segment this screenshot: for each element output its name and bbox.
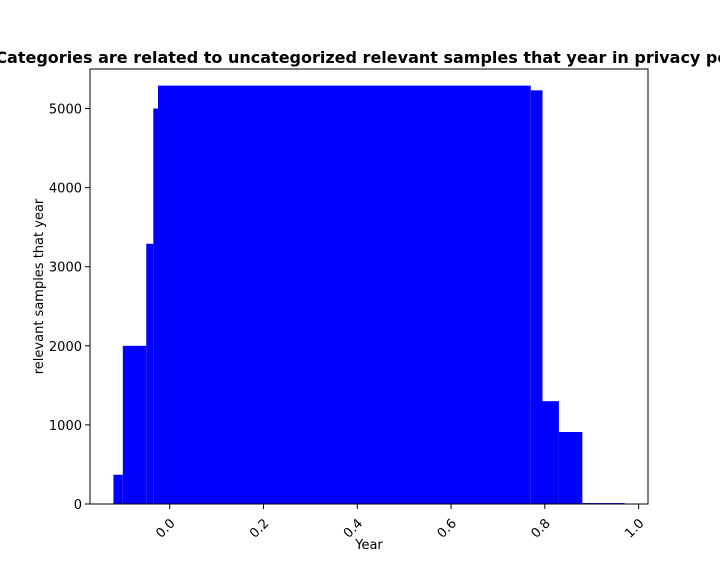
y-tick-label-1: 1000 xyxy=(49,419,82,434)
y-tick-label-4: 4000 xyxy=(49,182,82,197)
y-tick-label-5: 5000 xyxy=(49,103,82,118)
bar-2 xyxy=(146,243,154,505)
y-tick-label-0: 0 xyxy=(74,498,82,513)
y-tick-label-2: 2000 xyxy=(49,340,82,355)
x-tick-label-1: 0.2 xyxy=(247,516,272,541)
plot-area-frame xyxy=(89,68,649,505)
bar-3 xyxy=(153,108,158,504)
bar-1 xyxy=(122,345,147,504)
bar-6 xyxy=(542,401,559,504)
x-axis-label: Year xyxy=(354,538,383,553)
bars-group xyxy=(113,85,625,505)
y-axis-label: relevant samples that year xyxy=(32,198,47,374)
y-axis-ticks: 0 1000 2000 3000 4000 5000 xyxy=(49,103,90,513)
x-tick-label-0: 0.0 xyxy=(153,516,178,541)
x-tick-label-4: 0.8 xyxy=(528,516,553,541)
y-tick-label-3: 3000 xyxy=(49,261,82,276)
x-tick-label-5: 1.0 xyxy=(622,516,647,541)
bar-0 xyxy=(113,474,123,504)
x-axis-ticks: 0.0 0.2 0.4 0.6 0.8 1.0 xyxy=(153,504,647,541)
bar-4 xyxy=(157,85,531,504)
x-tick-label-3: 0.6 xyxy=(435,516,460,541)
chart-title: Categories are related to uncategorized … xyxy=(0,48,720,67)
bar-7 xyxy=(558,432,583,504)
bar-5 xyxy=(530,90,543,504)
